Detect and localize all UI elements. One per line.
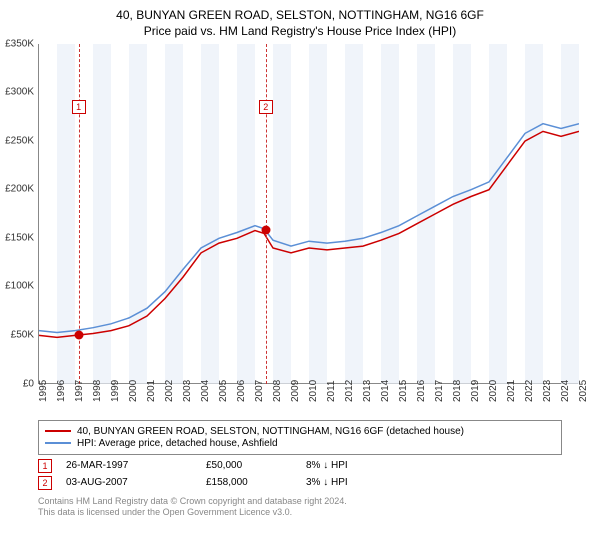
- x-tick-label: 2000: [128, 379, 139, 401]
- legend-item: HPI: Average price, detached house, Ashf…: [45, 438, 555, 449]
- marker-label-box: 2: [259, 100, 273, 114]
- x-tick-label: 2019: [470, 379, 481, 401]
- x-tick-label: 2020: [488, 379, 499, 401]
- x-tick-label: 1996: [56, 379, 67, 401]
- x-tick-label: 2018: [452, 379, 463, 401]
- marker-vline: [266, 44, 267, 384]
- legend-label: HPI: Average price, detached house, Ashf…: [77, 438, 278, 449]
- x-tick-label: 2023: [542, 379, 553, 401]
- plot-region: 12: [38, 44, 578, 384]
- y-tick-label: £0: [23, 378, 34, 389]
- y-tick-label: £100K: [5, 281, 34, 292]
- x-axis: 1995199619971998199920002001200220032004…: [38, 384, 578, 414]
- footer-line-2: This data is licensed under the Open Gov…: [38, 507, 562, 519]
- legend-swatch: [45, 442, 71, 444]
- x-tick-label: 2015: [398, 379, 409, 401]
- x-tick-label: 2005: [218, 379, 229, 401]
- footer-attribution: Contains HM Land Registry data © Crown c…: [38, 496, 562, 519]
- transaction-price: £158,000: [206, 477, 306, 488]
- series-line: [39, 123, 579, 332]
- transaction-row: 1 26-MAR-1997£50,0008% ↓ HPI: [38, 459, 562, 473]
- series-line: [39, 131, 579, 337]
- x-tick-label: 2012: [344, 379, 355, 401]
- chart-subtitle: Price paid vs. HM Land Registry's House …: [0, 24, 600, 42]
- x-tick-label: 1999: [110, 379, 121, 401]
- x-tick-label: 2001: [146, 379, 157, 401]
- transaction-date: 26-MAR-1997: [66, 460, 206, 471]
- chart-area: £0£50K£100K£150K£200K£250K£300K£350K 12 …: [38, 44, 598, 414]
- x-tick-label: 1998: [92, 379, 103, 401]
- x-tick-label: 2008: [272, 379, 283, 401]
- transaction-row: 2 03-AUG-2007£158,0003% ↓ HPI: [38, 476, 562, 490]
- x-tick-label: 2016: [416, 379, 427, 401]
- y-tick-label: £350K: [5, 38, 34, 49]
- x-tick-label: 2024: [560, 379, 571, 401]
- x-tick-label: 2025: [578, 379, 589, 401]
- y-tick-label: £250K: [5, 135, 34, 146]
- x-tick-label: 2021: [506, 379, 517, 401]
- x-tick-label: 1995: [38, 379, 49, 401]
- transaction-vs-hpi: 3% ↓ HPI: [306, 477, 426, 488]
- transaction-price: £50,000: [206, 460, 306, 471]
- y-tick-label: £300K: [5, 87, 34, 98]
- x-tick-label: 2006: [236, 379, 247, 401]
- line-series: [39, 44, 579, 384]
- x-tick-label: 2010: [308, 379, 319, 401]
- x-tick-label: 1997: [74, 379, 85, 401]
- transaction-date: 03-AUG-2007: [66, 477, 206, 488]
- transaction-table: 1 26-MAR-1997£50,0008% ↓ HPI 2 03-AUG-2007£…: [38, 459, 562, 490]
- transaction-marker: 2: [38, 476, 52, 490]
- marker-dot: [74, 331, 83, 340]
- legend-swatch: [45, 430, 71, 432]
- x-tick-label: 2011: [326, 380, 337, 402]
- legend-label: 40, BUNYAN GREEN ROAD, SELSTON, NOTTINGH…: [77, 426, 464, 437]
- x-tick-label: 2013: [362, 379, 373, 401]
- chart-container: 40, BUNYAN GREEN ROAD, SELSTON, NOTTINGH…: [0, 0, 600, 560]
- transaction-vs-hpi: 8% ↓ HPI: [306, 460, 426, 471]
- x-tick-label: 2002: [164, 379, 175, 401]
- marker-label-box: 1: [72, 100, 86, 114]
- x-tick-label: 2017: [434, 379, 445, 401]
- y-tick-label: £150K: [5, 232, 34, 243]
- chart-title: 40, BUNYAN GREEN ROAD, SELSTON, NOTTINGH…: [0, 0, 600, 24]
- transaction-marker: 1: [38, 459, 52, 473]
- legend-item: 40, BUNYAN GREEN ROAD, SELSTON, NOTTINGH…: [45, 426, 555, 437]
- footer-line-1: Contains HM Land Registry data © Crown c…: [38, 496, 562, 508]
- legend: 40, BUNYAN GREEN ROAD, SELSTON, NOTTINGH…: [38, 420, 562, 455]
- y-axis: £0£50K£100K£150K£200K£250K£300K£350K: [0, 44, 36, 414]
- x-tick-label: 2014: [380, 379, 391, 401]
- y-tick-label: £200K: [5, 184, 34, 195]
- x-tick-label: 2007: [254, 379, 265, 401]
- x-tick-label: 2022: [524, 379, 535, 401]
- y-tick-label: £50K: [11, 330, 34, 341]
- marker-dot: [261, 226, 270, 235]
- x-tick-label: 2009: [290, 379, 301, 401]
- x-tick-label: 2004: [200, 379, 211, 401]
- x-tick-label: 2003: [182, 379, 193, 401]
